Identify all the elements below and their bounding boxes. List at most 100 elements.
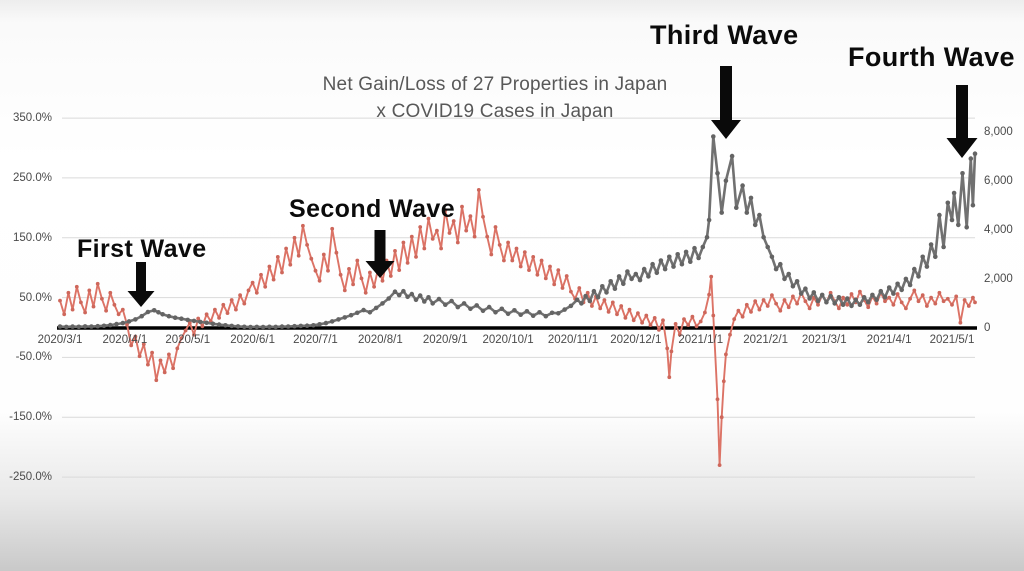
- net-series-marker: [962, 298, 967, 302]
- cases-series-marker: [591, 288, 597, 294]
- net-series-marker: [355, 258, 360, 263]
- net-series-marker: [175, 346, 180, 351]
- cases-series-marker: [579, 301, 584, 306]
- net-series-marker: [309, 256, 314, 261]
- second-wave-label: Second Wave: [289, 195, 456, 223]
- cases-series-marker: [641, 266, 647, 272]
- cases-series-marker: [179, 316, 184, 322]
- net-series-marker: [284, 246, 288, 251]
- net-series-marker: [359, 276, 364, 281]
- net-series-marker: [527, 268, 531, 272]
- cases-series-marker: [342, 315, 348, 320]
- net-series-marker: [91, 304, 96, 309]
- net-series-marker: [280, 270, 284, 275]
- net-series-marker: [619, 304, 624, 308]
- net-series-marker: [778, 308, 783, 313]
- cases-series-marker: [899, 287, 904, 293]
- cases-series-marker: [903, 276, 909, 282]
- net-series-marker: [301, 223, 305, 228]
- net-series-marker: [116, 312, 121, 317]
- first-wave-label: First Wave: [77, 235, 207, 263]
- net-series-marker: [321, 252, 326, 257]
- cases-series-marker: [832, 301, 837, 306]
- net-series-marker: [954, 294, 959, 299]
- cases-series-marker: [912, 266, 917, 272]
- net-series-marker: [70, 307, 75, 312]
- cases-series-marker: [120, 320, 126, 326]
- x-axis-tick: 2021/4/1: [866, 334, 912, 346]
- cases-series-marker: [752, 222, 758, 228]
- net-series-marker: [667, 375, 672, 380]
- cases-series-marker: [311, 323, 316, 328]
- cases-series-marker: [646, 274, 651, 279]
- cases-series-marker: [794, 279, 800, 284]
- cases-series-marker: [537, 310, 542, 315]
- cases-series-marker: [505, 311, 511, 317]
- net-series-marker: [493, 225, 498, 229]
- cases-series-marker: [882, 295, 888, 300]
- net-series-marker: [560, 286, 565, 290]
- net-series-marker: [791, 294, 795, 299]
- net-series-marker: [631, 318, 636, 323]
- cases-series-marker: [386, 296, 392, 301]
- cases-series-marker: [417, 293, 423, 298]
- net-series-marker: [393, 249, 397, 253]
- net-series-marker: [58, 298, 62, 303]
- cases-series-marker: [392, 289, 398, 295]
- chart-title-line2: x COVID19 Cases in Japan: [376, 101, 614, 122]
- net-series-marker: [476, 188, 481, 192]
- cases-series-marker: [436, 296, 442, 302]
- cases-series-marker: [933, 254, 938, 260]
- y-axis-left-tick: 350.0%: [12, 112, 52, 125]
- cases-series-marker: [493, 310, 498, 315]
- x-axis-tick: 2021/1/1: [678, 334, 724, 346]
- net-series-marker: [548, 264, 552, 269]
- cases-series-marker: [409, 291, 415, 297]
- net-series-marker: [305, 243, 309, 247]
- cases-series-marker: [468, 306, 473, 312]
- net-series-marker: [225, 311, 230, 315]
- third-wave-arrow: [711, 66, 741, 139]
- net-series-marker: [539, 258, 544, 263]
- cases-series-marker: [740, 183, 745, 188]
- net-series-marker: [338, 272, 343, 277]
- net-series-marker: [234, 307, 238, 312]
- cases-series-marker: [568, 303, 574, 309]
- net-series-marker: [694, 324, 699, 329]
- cases-series-marker: [336, 317, 341, 322]
- net-series-marker: [418, 225, 423, 229]
- cases-series-marker: [449, 298, 454, 304]
- net-series-marker: [192, 332, 196, 337]
- x-axis-tick: 2020/6/1: [230, 334, 275, 346]
- cases-series-marker: [461, 301, 467, 306]
- net-series-marker: [217, 316, 222, 320]
- cases-series-marker: [518, 312, 523, 318]
- cases-series-marker: [688, 259, 693, 265]
- net-series-marker: [665, 346, 670, 351]
- cases-series-marker: [229, 323, 234, 329]
- net-series-marker: [590, 304, 594, 308]
- net-series-marker: [242, 301, 247, 306]
- cases-series-marker: [667, 254, 672, 260]
- cases-series-marker: [108, 322, 113, 328]
- cases-series-marker: [849, 303, 854, 309]
- cases-series-marker: [355, 310, 360, 316]
- y-axis-left-tick: -150.0%: [9, 411, 52, 424]
- net-series-marker: [795, 301, 799, 306]
- net-series-marker: [154, 378, 159, 383]
- cases-series-marker: [443, 302, 448, 308]
- cases-series-marker: [734, 205, 739, 210]
- net-series-marker: [435, 228, 439, 233]
- net-series-marker: [585, 290, 590, 295]
- net-series-marker: [564, 274, 569, 278]
- cases-series-marker: [819, 292, 825, 298]
- net-series-marker: [757, 307, 762, 312]
- cases-series-marker: [658, 258, 664, 263]
- cases-series-marker: [951, 190, 957, 196]
- net-series-marker: [485, 234, 490, 239]
- net-series-marker: [786, 305, 791, 310]
- cases-series-marker: [430, 301, 436, 306]
- net-series-marker: [543, 276, 548, 281]
- cases-series-marker: [604, 290, 609, 295]
